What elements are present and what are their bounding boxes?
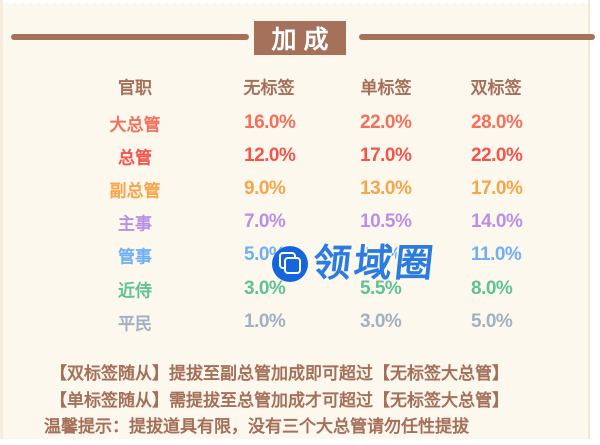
rank-label: 大总管	[109, 115, 161, 135]
header-cell-rank: 官职	[118, 78, 152, 98]
rank-label: 近侍	[118, 281, 152, 301]
header-cell-double-tag: 双标签	[470, 78, 522, 98]
single-tag-value: 10.5%	[360, 211, 412, 233]
title-divider-left	[11, 34, 249, 40]
sawtooth-top-edge	[3, 0, 588, 4]
rank-label: 副总管	[109, 181, 161, 201]
bonus-table: 大总管 16.0% 22.0% 28.0% 总管 12.0% 17.0% 22.…	[3, 106, 588, 338]
note-single-tag: 【单标签随从】需提拔至总管加成才可超过【无标签大总管】	[50, 391, 509, 410]
table-row: 大总管 16.0% 22.0% 28.0%	[3, 106, 588, 139]
single-tag-value: 17.0%	[360, 144, 412, 166]
header-cell-no-tag: 无标签	[243, 78, 295, 98]
note-double-tag: 【双标签随从】提拔至副总管加成即可超过【无标签大总管】	[50, 364, 509, 383]
no-tag-value: 1.0%	[244, 310, 286, 332]
watermark-text: 领域圈	[310, 243, 439, 285]
page-title: 加成	[271, 26, 336, 54]
table-row: 主事 7.0% 10.5% 14.0%	[3, 206, 588, 239]
table-header-row: 官职 无标签 单标签 双标签	[3, 76, 588, 98]
watermark: 领域圈	[272, 243, 439, 285]
overlapping-squares-icon	[272, 246, 308, 282]
double-tag-value: 8.0%	[471, 277, 513, 299]
double-tag-value: 17.0%	[471, 177, 523, 199]
no-tag-value: 16.0%	[244, 111, 296, 133]
rank-label: 总管	[118, 148, 152, 168]
watermark-square-front	[284, 257, 301, 274]
rank-label: 主事	[118, 214, 152, 234]
header-cell-single-tag: 单标签	[360, 78, 412, 98]
table-row: 副总管 9.0% 13.0% 17.0%	[3, 172, 588, 205]
double-tag-value: 14.0%	[471, 211, 523, 233]
double-tag-value: 11.0%	[471, 244, 522, 266]
title-banner: 加成	[254, 21, 346, 55]
single-tag-value: 13.0%	[360, 177, 412, 199]
title-divider-right	[359, 34, 595, 40]
infographic-panel: 加成 官职 无标签 单标签 双标签 大总管 16.0% 22.0% 28.0% …	[0, 0, 595, 439]
no-tag-value: 9.0%	[244, 177, 286, 199]
double-tag-value: 5.0%	[471, 310, 513, 332]
table-row: 近侍 3.0% 5.5% 8.0%	[3, 272, 588, 305]
table-row: 总管 12.0% 17.0% 22.0%	[3, 139, 588, 172]
no-tag-value: 12.0%	[244, 144, 296, 166]
no-tag-value: 7.0%	[244, 211, 286, 233]
single-tag-value: 3.0%	[360, 310, 402, 332]
no-tag-value: 3.0%	[244, 277, 286, 299]
double-tag-value: 22.0%	[471, 144, 523, 166]
double-tag-value: 28.0%	[471, 111, 523, 133]
single-tag-value: 22.0%	[360, 111, 412, 133]
single-tag-value: 8.0%	[360, 244, 402, 266]
rank-label: 平民	[118, 314, 152, 334]
rank-label: 管事	[118, 247, 152, 267]
single-tag-value: 5.5%	[360, 277, 402, 299]
table-row: 平民 1.0% 3.0% 5.0%	[3, 305, 588, 338]
tip-line: 温馨提示：提拔道具有限，没有三个大总管请勿任性提拔	[44, 417, 469, 436]
